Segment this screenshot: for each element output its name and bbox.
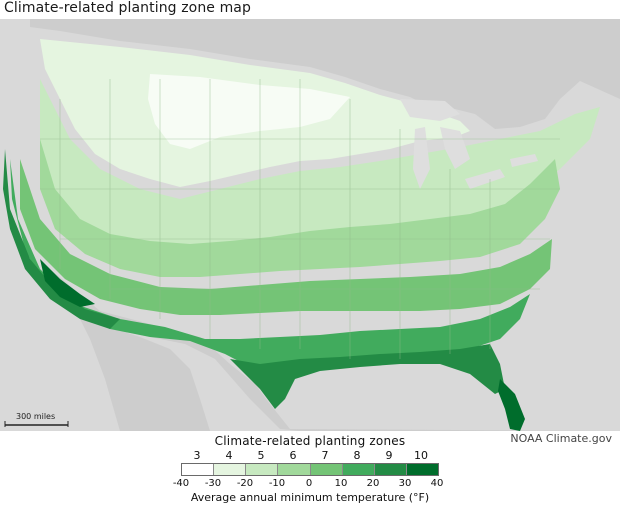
credit-text: NOAA Climate.gov bbox=[510, 432, 612, 445]
color-ramp bbox=[181, 463, 439, 476]
ramp-swatch bbox=[406, 464, 438, 475]
zone-label: 7 bbox=[321, 449, 329, 462]
temp-label: -20 bbox=[236, 478, 254, 489]
state-borders bbox=[40, 79, 560, 359]
zone-3-region bbox=[148, 74, 350, 149]
zone-label: 8 bbox=[353, 449, 361, 462]
zone-label: 5 bbox=[257, 449, 265, 462]
ramp-swatch bbox=[246, 464, 279, 475]
lake-michigan bbox=[413, 127, 430, 189]
temp-label: -40 bbox=[172, 478, 190, 489]
zone-label: 6 bbox=[289, 449, 297, 462]
temp-label: 0 bbox=[305, 478, 313, 489]
lake-erie bbox=[465, 169, 505, 189]
temp-label: 20 bbox=[366, 478, 380, 489]
zone-5-region bbox=[40, 79, 600, 254]
temp-label: 30 bbox=[398, 478, 412, 489]
map-canvas bbox=[0, 19, 620, 431]
baja-land bbox=[60, 284, 210, 431]
scale-bar bbox=[4, 421, 69, 427]
zone-10-florida bbox=[498, 379, 525, 431]
zone-8-region bbox=[10, 159, 530, 381]
zone-7-region bbox=[20, 159, 552, 315]
scale-label: 300 miles bbox=[16, 412, 56, 421]
canada-land bbox=[30, 19, 620, 129]
zone-label: 3 bbox=[193, 449, 201, 462]
legend-axis-label: Average annual minimum temperature (°F) bbox=[190, 491, 430, 504]
temp-label: 40 bbox=[430, 478, 444, 489]
ramp-swatch bbox=[310, 464, 343, 475]
lake-huron bbox=[440, 127, 470, 169]
zone-label: 9 bbox=[385, 449, 393, 462]
ramp-swatch bbox=[342, 464, 375, 475]
ramp-swatch bbox=[374, 464, 407, 475]
map-title: Climate-related planting zone map bbox=[4, 0, 251, 16]
zone-labels: 3 4 5 6 7 8 9 10 bbox=[181, 449, 439, 462]
legend-title: Climate-related planting zones bbox=[214, 434, 406, 448]
temp-label: -10 bbox=[268, 478, 286, 489]
planting-zone-map bbox=[0, 19, 620, 431]
zone-label: 10 bbox=[414, 449, 428, 462]
zone-label: 4 bbox=[225, 449, 233, 462]
lake-ontario bbox=[510, 154, 538, 167]
lake-superior bbox=[400, 99, 460, 121]
zone-9-gulf-coast bbox=[230, 344, 505, 409]
zone-6-region bbox=[40, 139, 560, 277]
zone-10-socal bbox=[40, 259, 95, 307]
ramp-swatch bbox=[182, 464, 215, 475]
ramp-swatch bbox=[278, 464, 311, 475]
temp-label: 10 bbox=[334, 478, 348, 489]
temperature-labels: -40 -30 -20 -10 0 10 20 30 40 bbox=[173, 478, 444, 490]
temp-label: -30 bbox=[204, 478, 222, 489]
ramp-swatch bbox=[214, 464, 247, 475]
